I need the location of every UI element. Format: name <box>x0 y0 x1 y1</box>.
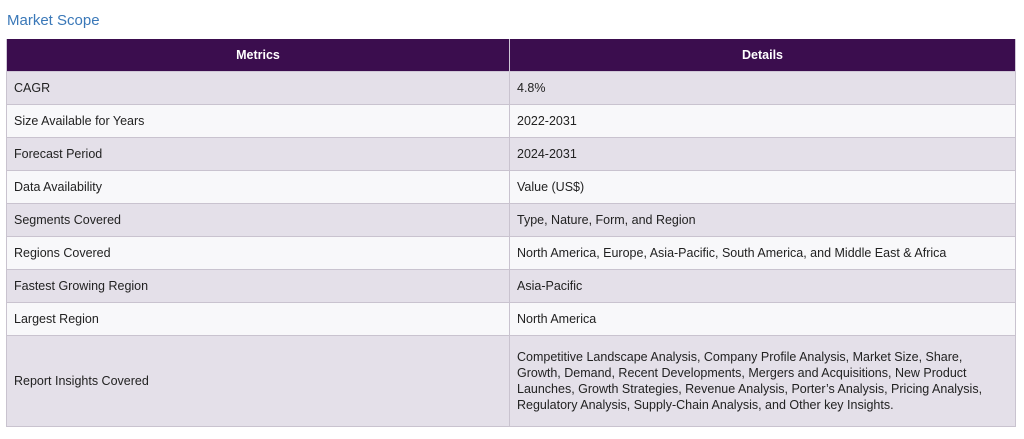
metric-cell: Fastest Growing Region <box>6 269 510 303</box>
table-row: Regions Covered North America, Europe, A… <box>6 236 1016 270</box>
metric-cell: Size Available for Years <box>6 104 510 138</box>
metric-cell: Largest Region <box>6 302 510 336</box>
header-details: Details <box>509 39 1016 72</box>
metric-cell: Report Insights Covered <box>6 335 510 427</box>
table-row: Fastest Growing Region Asia-Pacific <box>6 269 1016 303</box>
detail-cell: Value (US$) <box>509 170 1016 204</box>
metric-cell: Segments Covered <box>6 203 510 237</box>
metric-cell: Forecast Period <box>6 137 510 171</box>
detail-cell: Competitive Landscape Analysis, Company … <box>509 335 1016 427</box>
detail-cell: North America <box>509 302 1016 336</box>
table-row: Report Insights Covered Competitive Land… <box>6 335 1016 427</box>
table-row: Forecast Period 2024-2031 <box>6 137 1016 171</box>
metric-cell: Data Availability <box>6 170 510 204</box>
detail-cell: 2024-2031 <box>509 137 1016 171</box>
detail-cell: Type, Nature, Form, and Region <box>509 203 1016 237</box>
header-row: Metrics Details <box>6 39 1016 72</box>
market-scope-table: Metrics Details CAGR 4.8% Size Available… <box>6 39 1016 427</box>
header-metrics: Metrics <box>6 39 510 72</box>
table-row: Size Available for Years 2022-2031 <box>6 104 1016 138</box>
metric-cell: Regions Covered <box>6 236 510 270</box>
table-row: Data Availability Value (US$) <box>6 170 1016 204</box>
table-row: CAGR 4.8% <box>6 71 1016 105</box>
table-header: Metrics Details <box>6 39 1016 72</box>
detail-cell: 4.8% <box>509 71 1016 105</box>
detail-cell: 2022-2031 <box>509 104 1016 138</box>
table-row: Largest Region North America <box>6 302 1016 336</box>
table-body: CAGR 4.8% Size Available for Years 2022-… <box>6 71 1016 427</box>
detail-cell: North America, Europe, Asia-Pacific, Sou… <box>509 236 1016 270</box>
detail-cell: Asia-Pacific <box>509 269 1016 303</box>
metric-cell: CAGR <box>6 71 510 105</box>
table-row: Segments Covered Type, Nature, Form, and… <box>6 203 1016 237</box>
section-title: Market Scope <box>7 12 100 29</box>
